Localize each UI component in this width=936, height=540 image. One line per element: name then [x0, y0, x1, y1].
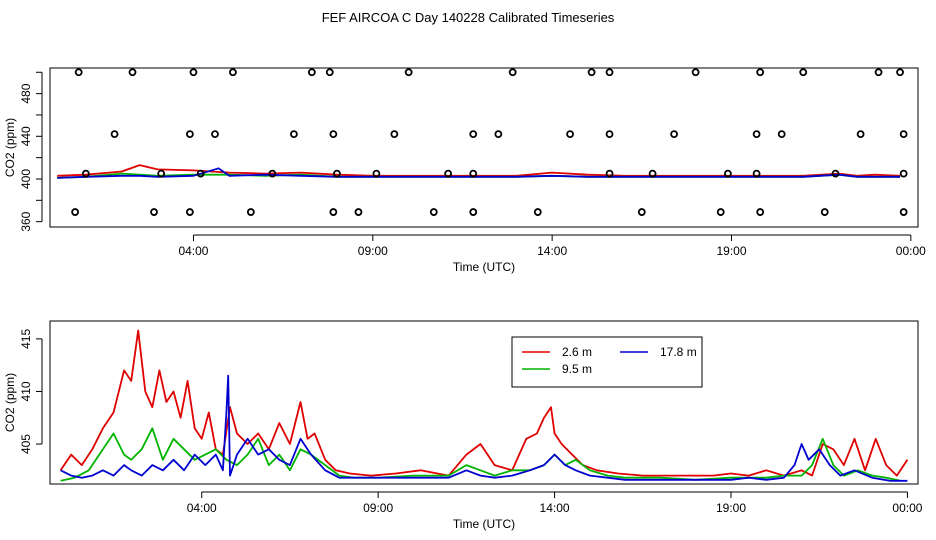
series-line-17-8-m [57, 167, 901, 179]
chart-title: FEF AIRCOA C Day 140228 Calibrated Times… [322, 10, 615, 25]
calibration-point [691, 68, 700, 77]
calibration-point [899, 169, 908, 178]
series-line-17-8-m [60, 374, 908, 482]
calibration-point [196, 169, 205, 178]
legend-label: 9.5 m [562, 362, 592, 376]
series-line-9-5-m [60, 427, 901, 482]
y-tick-label: 360 [19, 211, 33, 231]
calibration-point [752, 169, 761, 178]
y-axis-label: CO2 (ppm) [3, 373, 17, 432]
calibration-point [329, 130, 338, 139]
calibration-point [246, 208, 255, 216]
calibration-point [290, 130, 298, 139]
top-panel: 04:00 09:00 14:00 19:00 00:00 Time (UTC) 360 40… [3, 67, 926, 274]
calibration-point [372, 169, 381, 178]
calibration-point [128, 68, 137, 77]
calibration-point [820, 208, 829, 216]
x-tick-label: 19:00 [716, 244, 746, 258]
calibration-point [896, 68, 904, 77]
calibration-point [71, 208, 80, 216]
calibration-point [648, 169, 657, 178]
series-line-2-6-m [57, 164, 901, 177]
x-tick-label: 09:00 [363, 501, 393, 515]
calibration-point [329, 208, 338, 216]
calibration-point [605, 169, 614, 178]
y-tick-label: 415 [19, 329, 33, 349]
y-tick-label: 405 [19, 434, 33, 454]
y-tick-label: 410 [19, 381, 33, 401]
calibration-point [494, 130, 503, 139]
calibration-point [752, 130, 761, 139]
calibration-point [637, 208, 646, 216]
calibration-point [81, 169, 90, 178]
calibration-point [716, 208, 725, 216]
legend-label: 17.8 m [660, 345, 697, 359]
calibration-point [605, 130, 614, 139]
y-tick-label: 400 [19, 169, 33, 189]
x-tick-label: 14:00 [537, 244, 567, 258]
calibration-point [756, 208, 765, 216]
calibration-point [874, 68, 883, 77]
calibration-point [74, 68, 83, 77]
calibration-point [756, 68, 765, 77]
calibration-point [189, 68, 198, 77]
calibration-point [508, 68, 517, 77]
legend-box [511, 336, 703, 388]
x-tick-label: 00:00 [896, 244, 926, 258]
calibration-point [333, 169, 341, 178]
series-line-2-6-m [59, 329, 909, 477]
calibration-point [150, 208, 158, 216]
x-tick-label: 00:00 [892, 501, 922, 515]
calibration-point [354, 208, 363, 216]
x-axis-label: Time (UTC) [453, 517, 515, 531]
legend: 2.6 m 17.8 m 9.5 m [511, 336, 703, 388]
calibration-point [444, 169, 453, 178]
calibration-point [429, 208, 438, 216]
calibration-point [268, 169, 277, 178]
x-tick-label: 14:00 [540, 501, 570, 515]
y-tick-label: 440 [19, 126, 33, 146]
calibration-point [566, 130, 574, 139]
calibration-point [587, 68, 596, 77]
calibration-point [390, 130, 399, 139]
calibration-point [307, 68, 316, 77]
x-tick-label: 09:00 [358, 244, 388, 258]
calibration-point [670, 130, 678, 139]
x-tick-label: 19:00 [716, 501, 746, 515]
calibration-point [724, 169, 732, 178]
calibration-point [157, 169, 166, 178]
bottom-panel: 04:00 09:00 14:00 19:00 00:00 Time (UTC) 405 41… [3, 320, 923, 531]
calibration-point [211, 130, 219, 139]
legend-label: 2.6 m [562, 345, 592, 359]
y-axis-label: CO2 (ppm) [3, 118, 17, 177]
calibration-point [777, 130, 786, 139]
calibration-point [469, 130, 478, 139]
y-tick-label: 480 [19, 83, 33, 103]
calibration-point [469, 169, 478, 178]
calibration-point [831, 169, 840, 178]
x-axis-label: Time (UTC) [453, 260, 515, 274]
x-tick-label: 04:00 [187, 501, 217, 515]
calibration-point [856, 130, 865, 139]
calibration-point [229, 68, 237, 77]
calibration-point [404, 68, 413, 77]
calibration-point [110, 130, 119, 139]
calibration-point [899, 130, 908, 139]
calibration-point [185, 130, 194, 139]
calibration-point [185, 208, 194, 216]
calibration-point [605, 68, 614, 77]
calibration-point [799, 68, 808, 77]
calibration-point [469, 208, 478, 216]
plot-frame [49, 67, 919, 228]
x-tick-label: 04:00 [178, 244, 208, 258]
calibration-point [899, 208, 908, 216]
calibration-point [325, 68, 334, 77]
calibration-point [533, 208, 542, 216]
plot-frame [49, 320, 919, 485]
